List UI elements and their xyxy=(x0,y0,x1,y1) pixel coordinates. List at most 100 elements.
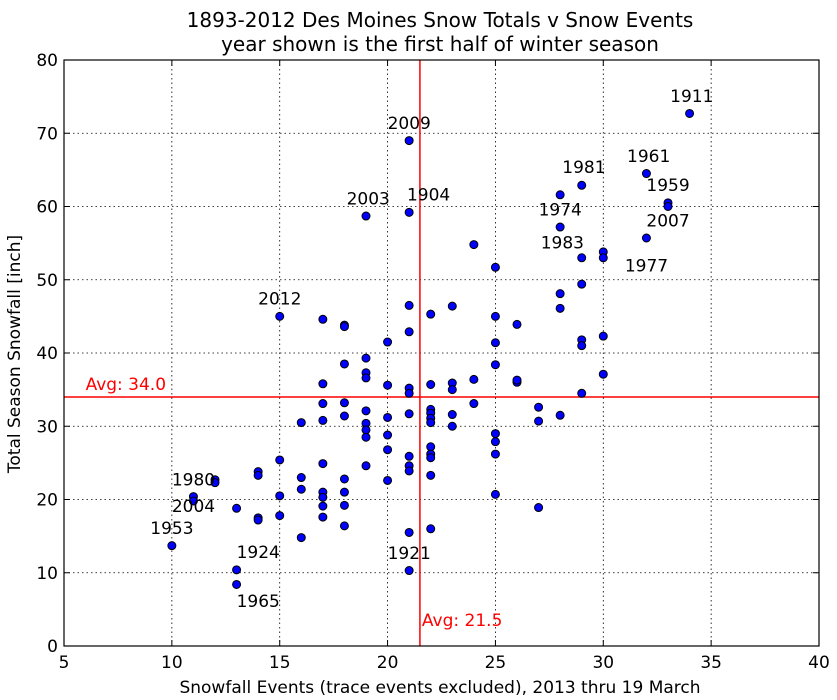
data-point xyxy=(383,475,393,485)
data-point xyxy=(404,466,414,476)
data-point xyxy=(404,451,414,461)
data-point xyxy=(318,399,328,409)
year-annotation: 1981 xyxy=(562,158,605,178)
year-annotation: 1904 xyxy=(407,186,450,206)
data-point xyxy=(426,453,436,463)
tick-labels: 5 10 15 20 25 30 35 40 0 10 20 30 40 50 60 70 80 xyxy=(36,51,829,673)
data-point xyxy=(318,379,328,389)
data-point xyxy=(361,353,371,363)
x-tick-label: 15 xyxy=(269,653,291,673)
data-point xyxy=(685,108,695,118)
data-point xyxy=(447,301,457,311)
data-point xyxy=(232,579,242,589)
data-point xyxy=(296,533,306,543)
data-point xyxy=(534,416,544,426)
data-point xyxy=(641,169,651,179)
data-point xyxy=(490,437,500,447)
data-point xyxy=(296,418,306,428)
data-point xyxy=(469,240,479,250)
data-point xyxy=(210,478,220,488)
year-annotation: 1959 xyxy=(646,176,689,196)
x-tick-label: 40 xyxy=(808,653,830,673)
year-annotation: 1911 xyxy=(670,87,713,107)
data-point xyxy=(447,385,457,395)
data-point xyxy=(555,289,565,299)
data-point xyxy=(383,380,393,390)
data-point xyxy=(167,541,177,551)
data-point xyxy=(555,410,565,420)
y-tick-label: 60 xyxy=(36,198,58,218)
data-point xyxy=(339,474,349,484)
data-point xyxy=(555,222,565,232)
x-tick-label: 25 xyxy=(485,653,507,673)
data-point xyxy=(318,492,328,502)
y-tick-label: 40 xyxy=(36,344,58,364)
data-point xyxy=(383,337,393,347)
data-point xyxy=(577,388,587,398)
data-point xyxy=(469,399,479,409)
data-point xyxy=(339,500,349,510)
year-annotations: 1911 1961 1959 2007 1977 1981 1974 1983 2009 2003… xyxy=(150,87,713,612)
y-tick-label: 10 xyxy=(36,564,58,584)
data-point xyxy=(232,503,242,513)
data-point xyxy=(361,373,371,383)
data-point xyxy=(383,445,393,455)
title-line-2: year shown is the first half of winter s… xyxy=(221,32,659,56)
data-point xyxy=(188,496,198,506)
data-point xyxy=(318,314,328,324)
data-point xyxy=(404,327,414,337)
data-point xyxy=(577,341,587,351)
data-point xyxy=(490,449,500,459)
chart-title: 1893-2012 Des Moines Snow Totals v Snow … xyxy=(187,8,694,56)
data-point xyxy=(512,375,522,385)
year-annotation: 1983 xyxy=(541,233,584,253)
data-point xyxy=(339,521,349,531)
data-point xyxy=(490,311,500,321)
avg-x-label: Avg: 21.5 xyxy=(422,611,502,631)
data-point xyxy=(404,207,414,217)
year-annotation: 1953 xyxy=(150,519,193,539)
data-point xyxy=(339,411,349,421)
data-point xyxy=(469,374,479,384)
x-axis-label: Snowfall Events (trace events excluded),… xyxy=(179,678,700,698)
data-point xyxy=(339,487,349,497)
data-point xyxy=(404,136,414,146)
data-point xyxy=(426,379,436,389)
data-point xyxy=(404,388,414,398)
data-point xyxy=(490,338,500,348)
data-point xyxy=(426,309,436,319)
year-annotation: 1974 xyxy=(539,200,582,220)
year-annotation: 2003 xyxy=(347,189,390,209)
data-point xyxy=(318,459,328,469)
data-point xyxy=(577,253,587,263)
data-point xyxy=(663,202,673,211)
data-point xyxy=(641,233,651,243)
year-annotation: 2004 xyxy=(172,497,215,517)
year-annotation: 2009 xyxy=(388,114,431,134)
data-point xyxy=(404,527,414,537)
year-annotation: 1980 xyxy=(172,471,215,491)
data-point xyxy=(383,412,393,422)
grid-lines xyxy=(64,60,819,646)
data-point xyxy=(361,406,371,416)
data-point xyxy=(361,425,371,435)
data-point xyxy=(598,253,608,263)
data-point xyxy=(361,432,371,442)
data-point xyxy=(275,491,285,501)
data-point xyxy=(275,311,285,321)
year-annotation: 2007 xyxy=(646,211,689,231)
data-point xyxy=(490,262,500,272)
data-point xyxy=(339,398,349,408)
data-point xyxy=(253,470,263,480)
y-axis-label: Total Season Snowfall [inch] xyxy=(5,235,25,474)
y-tick-label: 0 xyxy=(47,637,58,657)
data-point xyxy=(275,455,285,465)
x-tick-label: 10 xyxy=(161,653,183,673)
year-annotation: 1977 xyxy=(625,257,668,277)
y-tick-label: 20 xyxy=(36,491,58,511)
data-point xyxy=(404,566,414,576)
data-point xyxy=(296,473,306,483)
data-point xyxy=(555,190,565,200)
